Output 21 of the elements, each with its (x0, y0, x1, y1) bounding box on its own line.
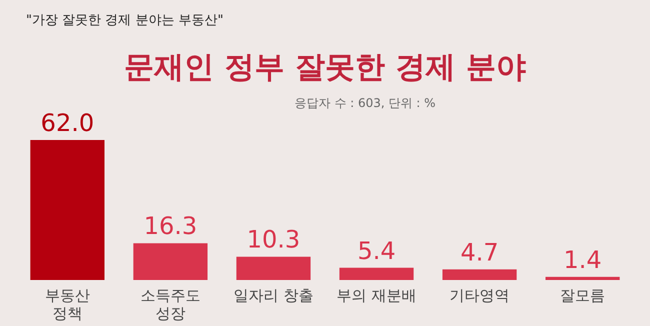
data-label: 16.3 (144, 212, 198, 240)
bar (133, 243, 208, 280)
data-label: 62.0 (40, 109, 94, 137)
data-label: 4.7 (460, 238, 499, 266)
chart-title: 문재인 정부 잘못한 경제 분야 (124, 50, 526, 85)
bar (339, 268, 414, 280)
x-tick-label: 소득주도 성장 (140, 286, 200, 322)
x-tick-label: 잘모름 (560, 286, 606, 304)
x-tick-label: 부의 재분배 (336, 286, 416, 304)
text: "가장 잘못한 경제 분야는 부동산" (26, 13, 224, 28)
data-label: 10.3 (246, 226, 300, 254)
bar (442, 269, 517, 280)
bar (30, 140, 104, 280)
bar (236, 256, 311, 280)
data-label: 1.4 (564, 246, 602, 274)
bar (546, 276, 620, 280)
data-label: 5.4 (357, 236, 396, 265)
x-tick-label: 일자리 창출 (234, 286, 314, 304)
x-tick-label: 부동산 정책 (44, 286, 90, 322)
x-tick-label: 기타영역 (450, 286, 510, 304)
chart-subtitle: 응답자 수 : 603, 단위 : % (294, 96, 436, 110)
